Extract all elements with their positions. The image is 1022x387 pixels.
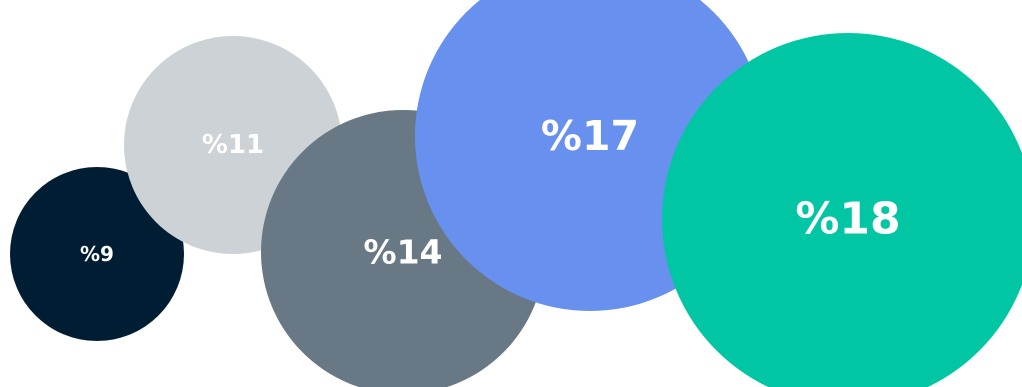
bubble-circle <box>10 167 184 341</box>
bubble-18: %18 <box>662 33 1022 387</box>
bubble-9: %9 <box>10 167 184 341</box>
bubble-circle <box>662 33 1022 387</box>
bubble-label: %18 <box>795 194 900 245</box>
bubble-label: %14 <box>364 233 443 272</box>
bubble-label: %9 <box>80 242 114 266</box>
bubble-label: %17 <box>541 112 639 160</box>
bubble-label: %11 <box>202 130 264 160</box>
